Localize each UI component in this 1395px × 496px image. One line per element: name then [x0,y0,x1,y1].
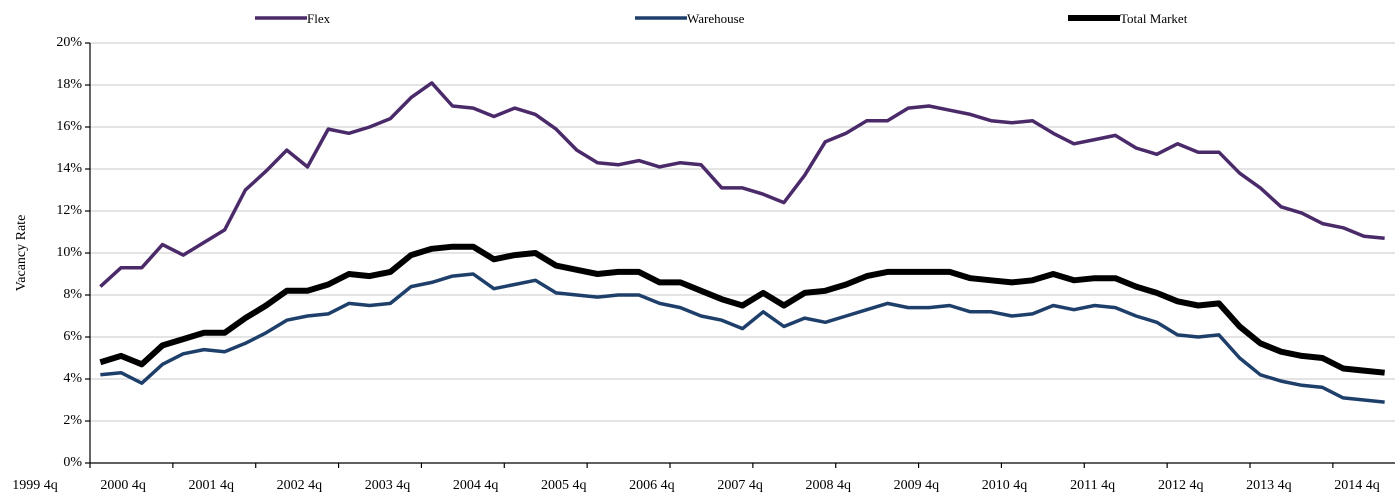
x-tick-label: 2013 4q [1246,478,1292,493]
x-tick-label: 2014 4q [1334,478,1380,493]
y-axis-label: Vacancy Rate [14,215,29,292]
legend-label: Warehouse [687,11,745,26]
x-tick-label: 2011 4q [1070,478,1115,493]
x-tick-label: 2008 4q [805,478,851,493]
x-tick-label: 2010 4q [982,478,1028,493]
line-series [99,243,1385,376]
x-tick-label: 2009 4q [894,478,940,493]
x-tick-label: 2002 4q [277,478,323,493]
y-tick-label: 16% [56,119,82,134]
y-tick-label: 6% [63,329,82,344]
line-series [100,272,1385,404]
x-tick-label: 2006 4q [629,478,675,493]
x-tick-label: 2007 4q [717,478,763,493]
x-tick-label: 2012 4q [1158,478,1204,493]
line-series [99,81,1385,288]
x-tick-label: 2005 4q [541,478,587,493]
y-tick-label: 8% [63,287,82,302]
y-tick-label: 20% [56,35,82,50]
y-tick-label: 2% [63,413,82,428]
x-tick-label: 2003 4q [365,478,411,493]
y-tick-label: 18% [56,77,82,92]
x-tick-label: 2001 4q [189,478,235,493]
y-tick-label: 0% [63,455,82,470]
x-tick-label: 2000 4q [100,478,146,493]
y-tick-label: 4% [63,371,82,386]
y-tick-label: 14% [56,161,82,176]
legend-label: Total Market [1120,11,1188,26]
x-tick-label: 1999 4q [12,478,58,493]
y-tick-label: 10% [56,245,82,260]
legend-label: Flex [307,11,331,26]
y-tick-label: 12% [56,203,82,218]
x-tick-label: 2004 4q [453,478,499,493]
